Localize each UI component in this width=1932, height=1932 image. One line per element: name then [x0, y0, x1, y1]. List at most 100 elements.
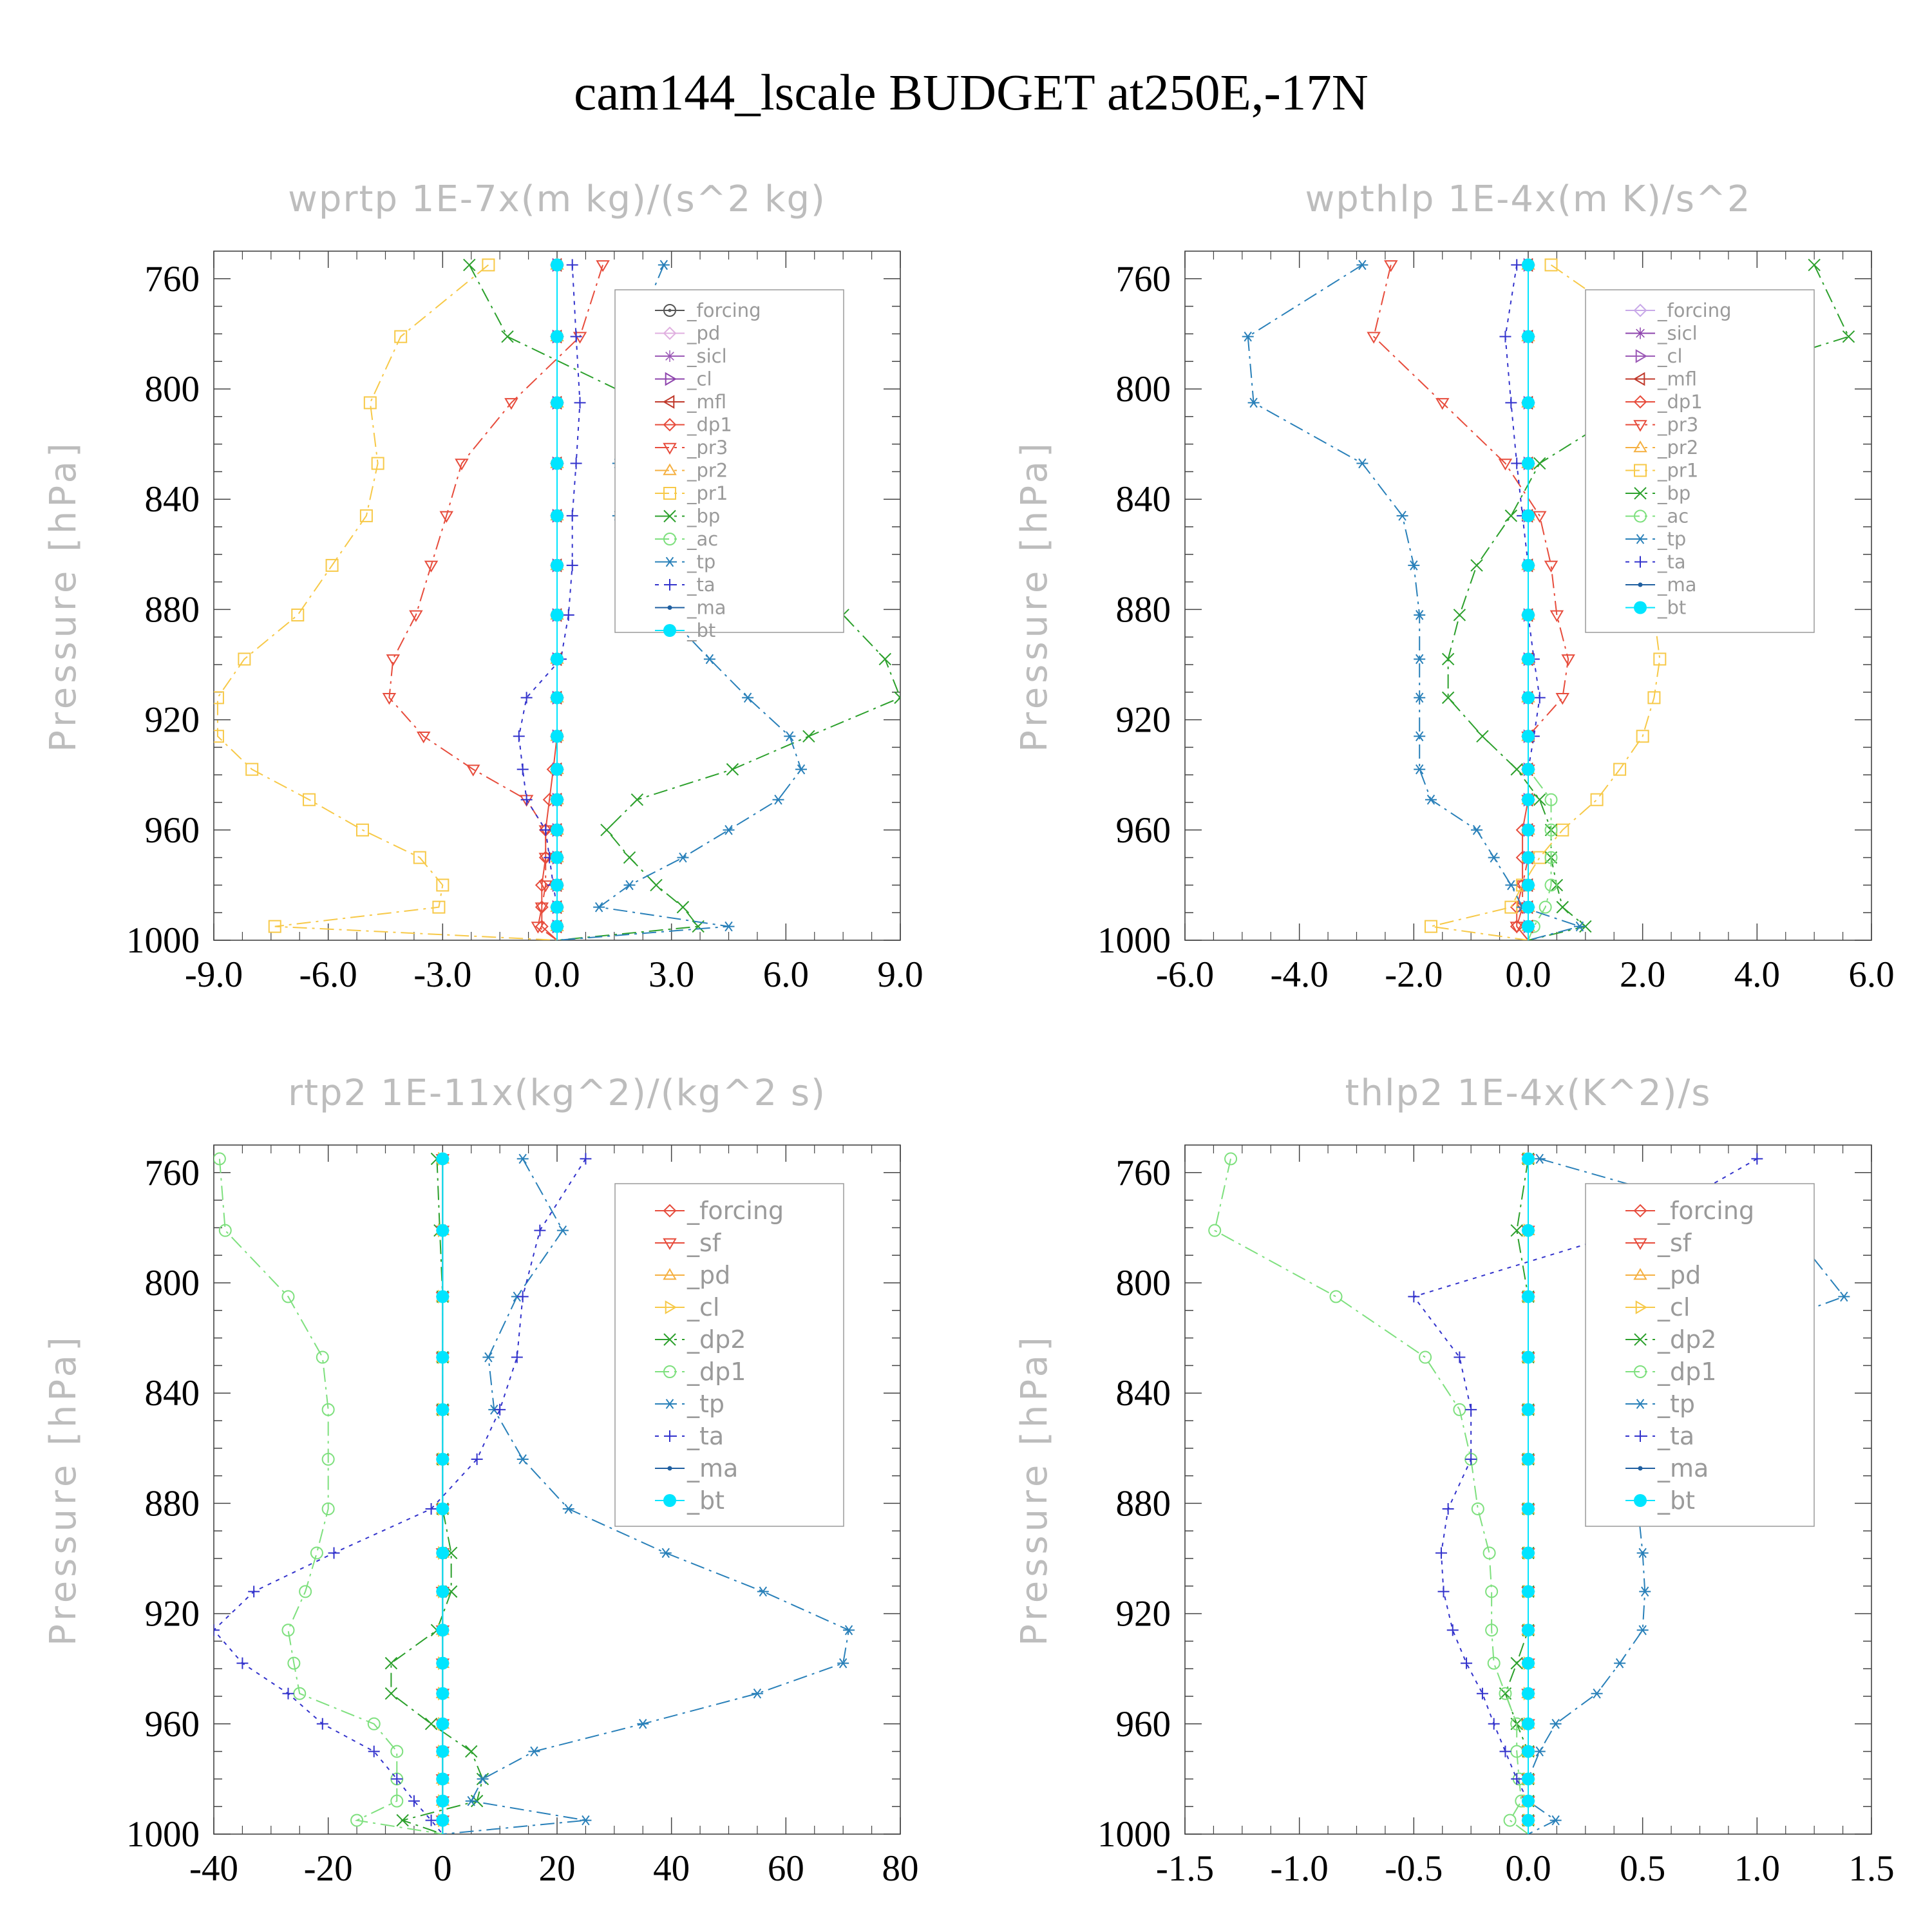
legend-marker [1634, 487, 1647, 500]
data-point [424, 560, 439, 573]
x-tick-label: 4.0 [1734, 954, 1780, 995]
panel-1: wprtp 1E-7x(m kg)/(s^2 kg) Pressure [hPa]… [43, 178, 923, 995]
data-point [551, 608, 564, 621]
data-point [238, 652, 251, 666]
data-point [540, 824, 552, 836]
data-point [1356, 458, 1368, 469]
legend-marker [663, 487, 676, 500]
data-point [1522, 457, 1535, 470]
data-point [1441, 691, 1455, 705]
data-point [1476, 1687, 1488, 1700]
legend-label: _ma [687, 597, 726, 619]
y-tick-label: 800 [1116, 369, 1171, 410]
x-tick-label: 3.0 [649, 954, 694, 995]
data-point [1511, 457, 1523, 469]
legend-label: _dp1 [687, 1358, 746, 1386]
panel-3: rtp2 1E-11x(kg^2)/(kg^2 s) Pressure [hPa]… [43, 1072, 919, 1889]
data-point [282, 1687, 294, 1700]
legend-label: _ma [1657, 574, 1697, 596]
data-point [1533, 1153, 1546, 1164]
legend-marker [1634, 1494, 1647, 1507]
data-point [528, 1746, 540, 1757]
x-tick-label: 0 [433, 1848, 452, 1889]
data-point [1504, 509, 1518, 522]
x-tick-label: -4.0 [1271, 954, 1329, 995]
data-point [784, 731, 796, 742]
data-point [436, 1585, 450, 1598]
y-tick-label: 960 [1116, 1704, 1171, 1745]
legend-label: _ma [687, 1454, 738, 1482]
data-point [436, 1350, 450, 1364]
x-tick-label: -0.5 [1385, 1848, 1443, 1889]
figure-title: cam144_lscale BUDGET at250E,-17N [574, 65, 1368, 121]
legend-marker [1634, 601, 1647, 614]
data-point [551, 652, 564, 666]
data-point [1544, 851, 1558, 864]
legend-marker [663, 1365, 676, 1378]
data-point [1556, 900, 1569, 914]
legend-label: _forcing [687, 1197, 784, 1225]
series-line [216, 264, 558, 940]
data-point [504, 398, 518, 410]
legend-label: _cl [687, 368, 712, 390]
data-point [1533, 457, 1546, 470]
data-point [1533, 793, 1546, 806]
legend-label: _sicl [1657, 323, 1698, 345]
data-point [1522, 851, 1535, 864]
data-point [1522, 1546, 1535, 1560]
legend-marker [663, 327, 677, 340]
y-axis-label: Pressure [hPa] [1014, 1333, 1056, 1646]
legend-label: _forcing [1657, 299, 1732, 321]
y-tick-label: 800 [145, 369, 200, 410]
data-point [1591, 1688, 1603, 1699]
data-point [416, 731, 431, 744]
legend-marker [663, 509, 676, 523]
legend-label: _pr3 [687, 437, 728, 459]
data-point [1414, 692, 1426, 703]
data-point [1414, 610, 1426, 620]
data-point [566, 509, 578, 522]
data-point [513, 730, 525, 743]
data-point [551, 509, 564, 522]
data-point [1442, 1502, 1454, 1515]
data-point [1533, 511, 1547, 523]
legend-label: _ac [1657, 506, 1689, 527]
data-point [742, 692, 754, 703]
data-point [350, 1814, 364, 1827]
data-point [837, 1658, 849, 1669]
data-point [463, 258, 476, 272]
x-tick-label: -1.5 [1156, 1848, 1214, 1889]
data-point [1437, 1586, 1450, 1598]
legend-marker [1635, 1300, 1647, 1314]
data-point [551, 558, 564, 572]
data-point [1485, 1585, 1499, 1598]
legend: _forcing_sicl_cl_mfl_dp1_pr3_pr2_pr1_bp_… [1585, 289, 1815, 633]
x-tick-label: 0.0 [534, 954, 580, 995]
data-point [291, 608, 305, 621]
legend-marker [667, 1466, 672, 1471]
data-point [551, 823, 564, 837]
data-point [355, 823, 369, 837]
data-point [384, 1687, 398, 1700]
legend-label: _tp [687, 1390, 724, 1418]
legend-marker [1634, 1430, 1646, 1442]
legend-label: _mfl [1657, 368, 1697, 390]
legend-marker [663, 418, 677, 431]
data-point [367, 1717, 381, 1730]
data-point [520, 793, 533, 806]
data-point [363, 396, 377, 410]
data-point [1414, 731, 1426, 742]
y-tick-label: 960 [145, 810, 200, 851]
data-point [570, 457, 582, 469]
y-tick-label: 800 [1116, 1263, 1171, 1303]
data-point [1367, 332, 1381, 344]
data-point [1511, 259, 1523, 271]
data-point [551, 691, 564, 705]
data-point [534, 1224, 546, 1236]
legend-label: _pd [687, 1261, 730, 1289]
data-point [394, 330, 408, 343]
data-point [551, 900, 564, 914]
data-point [531, 922, 545, 934]
legend-box [614, 289, 844, 633]
y-tick-label: 840 [145, 1373, 200, 1414]
